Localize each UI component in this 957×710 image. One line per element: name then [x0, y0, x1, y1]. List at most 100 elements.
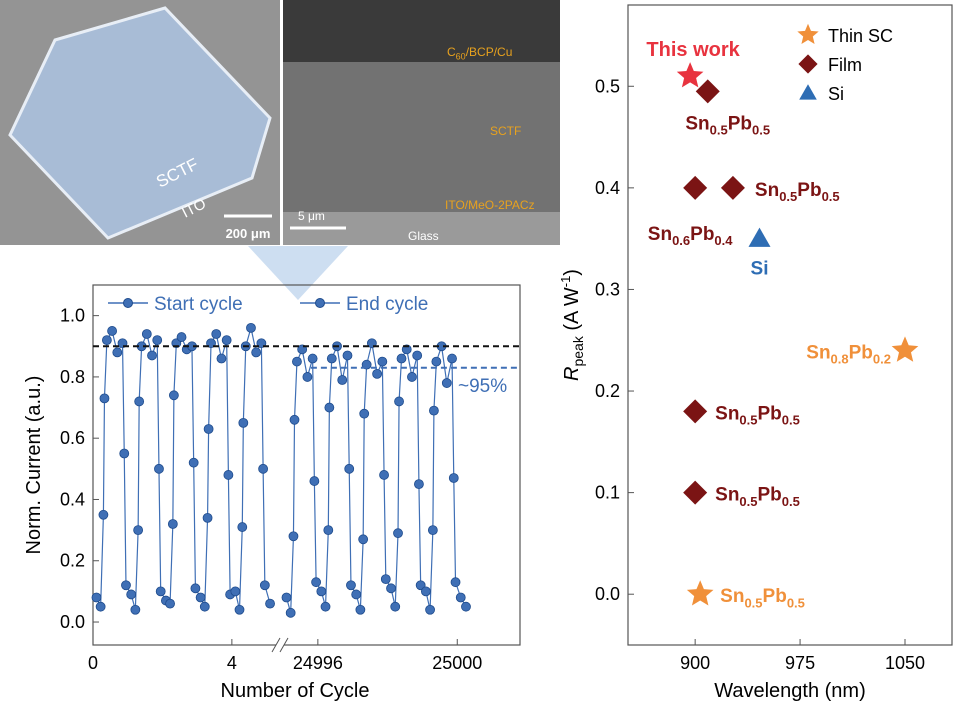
data-point [292, 356, 302, 367]
legend-marker [123, 298, 133, 308]
point-label: Sn0.5Pb0.5 [715, 403, 800, 427]
data-point [190, 583, 201, 594]
point-label: Sn0.6Pb0.4 [648, 224, 733, 248]
label-subscript: 0.5 [752, 123, 770, 138]
data-point [748, 227, 771, 247]
label-subscript: 60 [456, 52, 466, 62]
label-part: Sn [715, 403, 739, 424]
label-part: C [447, 45, 456, 59]
data-point [309, 476, 320, 486]
label-part: Sn [648, 224, 672, 245]
data-point [450, 577, 461, 588]
label-subscript: 0.8 [831, 352, 849, 367]
film-label: SCTF [490, 124, 521, 138]
y-tick-label: 0.5 [595, 76, 620, 96]
point-label: Sn0.5Pb0.5 [755, 180, 840, 204]
x-axis-label: Wavelength (nm) [714, 680, 866, 702]
zoom-connector [248, 246, 348, 300]
label-subscript: 0.5 [739, 413, 757, 428]
data-point [324, 402, 335, 413]
y-tick-label: 0.8 [60, 367, 85, 387]
data-point [686, 580, 714, 606]
data-point [420, 586, 431, 597]
data-point [121, 580, 131, 591]
data-point [119, 448, 130, 459]
data-point [427, 525, 438, 536]
data-point [414, 479, 424, 490]
label-subscript: 0.5 [787, 595, 805, 610]
data-point [95, 601, 106, 612]
data-point [168, 390, 179, 401]
label-subscript: 0.6 [672, 233, 690, 248]
label-part: Pb [690, 224, 714, 245]
label-part: /BCP/Cu [466, 45, 513, 59]
data-point [112, 347, 123, 358]
data-point [251, 347, 262, 358]
y-tick-label: 0.1 [595, 483, 620, 503]
y-label-part: -1 [558, 276, 573, 288]
label-part: Sn [685, 113, 709, 134]
y-tick-label: 0.6 [60, 428, 85, 448]
axis-break-gap [276, 637, 284, 653]
data-point [380, 574, 391, 585]
data-point [377, 356, 388, 367]
data-point [91, 592, 102, 603]
data-point [152, 335, 163, 346]
x-tick-label: 4 [227, 653, 237, 673]
data-point [216, 353, 227, 364]
label-subscript: 0.5 [822, 189, 840, 204]
data-point [372, 368, 383, 379]
label-subscript: 0.5 [779, 189, 797, 204]
legend-marker [797, 23, 819, 45]
data-point [326, 353, 337, 364]
data-point [258, 463, 269, 474]
legend-marker [799, 84, 817, 100]
data-point [130, 604, 141, 615]
data-point [394, 396, 404, 407]
data-point [441, 378, 452, 388]
data-point [167, 519, 178, 529]
data-point [195, 592, 206, 603]
point-label: Sn0.5Pb0.5 [685, 113, 770, 137]
data-point [147, 350, 157, 361]
y-tick-label: 1.0 [60, 306, 85, 326]
data-point [337, 375, 348, 385]
data-point [429, 405, 439, 416]
data-point [379, 470, 389, 480]
data-point [683, 399, 708, 424]
label-part: Sn [755, 180, 779, 201]
label-part: Pb [763, 586, 787, 607]
data-point [265, 598, 275, 609]
label-subscript: 0.5 [744, 595, 762, 610]
label-subscript: 0.2 [873, 352, 891, 367]
y-label-part: (A W [561, 287, 583, 336]
data-point [393, 528, 403, 539]
data-point [211, 329, 222, 339]
data-point [355, 604, 366, 615]
legend-marker [315, 298, 325, 308]
x-tick-label: 25000 [432, 653, 482, 673]
data-point [141, 329, 152, 339]
label-part: Si [751, 259, 769, 280]
data-point [455, 592, 466, 603]
label-part: Sn [720, 586, 744, 607]
data-point [351, 589, 362, 600]
scale-bar-label: 200 μm [226, 226, 271, 241]
data-point [342, 350, 353, 361]
data-point [407, 372, 417, 382]
data-point [101, 335, 112, 346]
data-point [126, 589, 137, 600]
data-point [234, 604, 245, 615]
y-tick-label: 0.2 [595, 381, 620, 401]
label-subscript: 0.5 [710, 123, 728, 138]
x-tick-label: 24996 [293, 653, 343, 673]
label-subscript: 0.5 [782, 413, 800, 428]
data-point [311, 577, 322, 588]
label-part: Pb [797, 180, 821, 201]
y-label-part: peak [570, 335, 586, 366]
data-point [199, 601, 210, 612]
data-point [223, 470, 234, 480]
label-part: Sn [715, 485, 739, 506]
data-point [307, 353, 318, 364]
data-point [396, 353, 407, 364]
